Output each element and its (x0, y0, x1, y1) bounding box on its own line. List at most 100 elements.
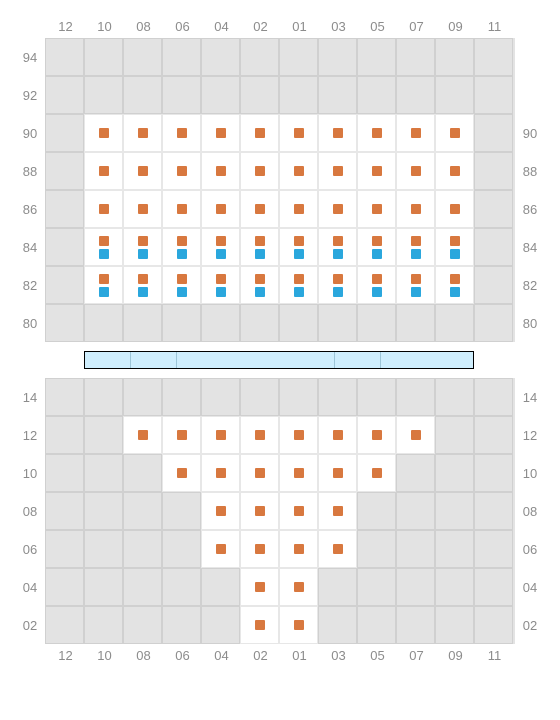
seat-cell[interactable] (396, 114, 435, 152)
seat-cell[interactable] (84, 228, 123, 266)
seat-cell[interactable] (84, 266, 123, 304)
seat-cell[interactable] (318, 454, 357, 492)
seat-cell[interactable] (318, 492, 357, 530)
axis-label: 10 (85, 648, 124, 663)
empty-cell (240, 76, 279, 114)
seat-cell[interactable] (201, 152, 240, 190)
seat-cell[interactable] (162, 190, 201, 228)
empty-cell (240, 378, 279, 416)
empty-cell (45, 152, 84, 190)
seat-cell[interactable] (162, 152, 201, 190)
seat-cell[interactable] (357, 190, 396, 228)
seat-cell[interactable] (396, 152, 435, 190)
seat-cell[interactable] (396, 228, 435, 266)
seat-cell[interactable] (396, 190, 435, 228)
marker (138, 166, 148, 176)
seat-cell[interactable] (123, 152, 162, 190)
empty-cell (357, 378, 396, 416)
seat-cell[interactable] (240, 114, 279, 152)
seat-cell[interactable] (279, 492, 318, 530)
seat-cell[interactable] (318, 266, 357, 304)
seat-cell[interactable] (318, 228, 357, 266)
row-label: 86 (515, 190, 545, 228)
seat-cell[interactable] (279, 530, 318, 568)
seat-cell[interactable] (435, 114, 474, 152)
seat-cell[interactable] (201, 114, 240, 152)
seat-cell[interactable] (240, 606, 279, 644)
seat-cell[interactable] (279, 454, 318, 492)
seat-cell[interactable] (123, 266, 162, 304)
marker (333, 544, 343, 554)
seat-cell[interactable] (396, 416, 435, 454)
seat-cell[interactable] (201, 228, 240, 266)
empty-cell (84, 76, 123, 114)
seat-cell[interactable] (318, 152, 357, 190)
empty-cell (84, 606, 123, 644)
seat-cell[interactable] (201, 530, 240, 568)
seat-cell[interactable] (162, 114, 201, 152)
seat-cell[interactable] (279, 114, 318, 152)
seat-cell[interactable] (240, 454, 279, 492)
seat-cell[interactable] (240, 416, 279, 454)
seat-cell[interactable] (240, 190, 279, 228)
seat-cell[interactable] (279, 190, 318, 228)
seat-cell[interactable] (435, 266, 474, 304)
marker (138, 249, 148, 259)
seat-cell[interactable] (279, 416, 318, 454)
seat-cell[interactable] (357, 152, 396, 190)
seat-cell[interactable] (240, 492, 279, 530)
marker (99, 204, 109, 214)
seat-cell[interactable] (84, 152, 123, 190)
empty-cell (201, 568, 240, 606)
seat-cell[interactable] (357, 416, 396, 454)
seat-cell[interactable] (279, 152, 318, 190)
seat-cell[interactable] (162, 416, 201, 454)
seat-cell[interactable] (279, 266, 318, 304)
seat-cell[interactable] (318, 114, 357, 152)
marker (99, 287, 109, 297)
marker (255, 128, 265, 138)
seat-cell[interactable] (357, 114, 396, 152)
seat-cell[interactable] (123, 228, 162, 266)
seat-cell[interactable] (357, 454, 396, 492)
marker (99, 236, 109, 246)
seat-cell[interactable] (84, 114, 123, 152)
seat-cell[interactable] (201, 492, 240, 530)
seat-cell[interactable] (84, 190, 123, 228)
seat-cell[interactable] (357, 228, 396, 266)
seat-cell[interactable] (162, 266, 201, 304)
seat-cell[interactable] (357, 266, 396, 304)
seat-cell[interactable] (279, 568, 318, 606)
seat-cell[interactable] (123, 114, 162, 152)
marker (216, 128, 226, 138)
seat-cell[interactable] (240, 152, 279, 190)
seat-cell[interactable] (435, 152, 474, 190)
seat-cell[interactable] (162, 228, 201, 266)
marker (255, 430, 265, 440)
seating-diagram: 12 10 08 06 04 02 01 03 05 07 09 11 9492… (15, 15, 545, 667)
seat-cell[interactable] (318, 530, 357, 568)
marker (372, 166, 382, 176)
seat-cell[interactable] (240, 228, 279, 266)
seat-cell[interactable] (201, 454, 240, 492)
seat-cell[interactable] (162, 454, 201, 492)
seat-cell[interactable] (435, 190, 474, 228)
empty-cell (201, 38, 240, 76)
empty-cell (435, 38, 474, 76)
seat-cell[interactable] (201, 416, 240, 454)
seat-cell[interactable] (279, 228, 318, 266)
seat-cell[interactable] (396, 266, 435, 304)
seat-cell[interactable] (435, 228, 474, 266)
seat-cell[interactable] (123, 190, 162, 228)
marker (99, 166, 109, 176)
seat-cell[interactable] (240, 530, 279, 568)
seat-cell[interactable] (240, 568, 279, 606)
seat-cell[interactable] (123, 416, 162, 454)
seat-cell[interactable] (240, 266, 279, 304)
seat-cell[interactable] (318, 416, 357, 454)
marker (216, 544, 226, 554)
seat-cell[interactable] (201, 190, 240, 228)
seat-cell[interactable] (318, 190, 357, 228)
seat-cell[interactable] (201, 266, 240, 304)
seat-cell[interactable] (279, 606, 318, 644)
